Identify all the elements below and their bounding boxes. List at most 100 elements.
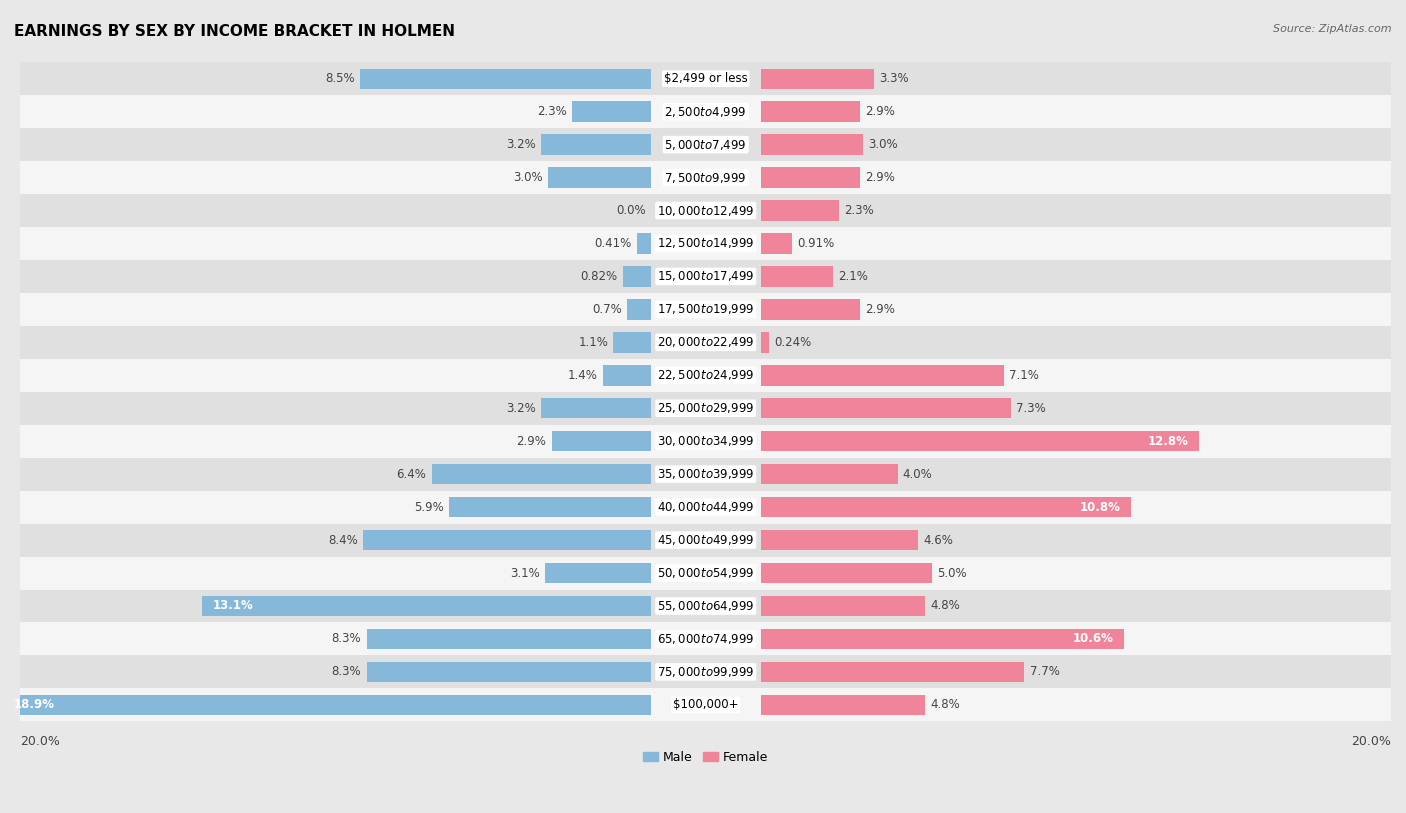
Bar xyxy=(360,68,651,89)
Text: 3.3%: 3.3% xyxy=(879,72,908,85)
Bar xyxy=(761,464,897,485)
Text: 0.41%: 0.41% xyxy=(595,237,631,250)
Bar xyxy=(761,628,1123,649)
Text: $30,000 to $34,999: $30,000 to $34,999 xyxy=(657,434,755,448)
Text: 18.9%: 18.9% xyxy=(14,698,55,711)
Bar xyxy=(21,95,1391,128)
Text: $2,500 to $4,999: $2,500 to $4,999 xyxy=(665,105,747,119)
Bar xyxy=(761,266,832,287)
Text: $45,000 to $49,999: $45,000 to $49,999 xyxy=(657,533,755,547)
Text: 8.3%: 8.3% xyxy=(332,633,361,646)
Text: 6.4%: 6.4% xyxy=(396,467,426,480)
Bar xyxy=(3,694,651,715)
Bar xyxy=(541,398,651,419)
Bar xyxy=(761,365,1004,385)
Bar xyxy=(761,662,1025,682)
Text: EARNINGS BY SEX BY INCOME BRACKET IN HOLMEN: EARNINGS BY SEX BY INCOME BRACKET IN HOL… xyxy=(14,24,456,39)
Text: 3.0%: 3.0% xyxy=(869,138,898,151)
Bar xyxy=(761,596,925,616)
Bar xyxy=(21,260,1391,293)
Bar xyxy=(21,293,1391,326)
Bar xyxy=(21,689,1391,721)
Bar xyxy=(627,299,651,320)
Bar xyxy=(449,497,651,517)
Text: 1.4%: 1.4% xyxy=(568,369,598,382)
Bar xyxy=(21,524,1391,557)
Text: 4.8%: 4.8% xyxy=(931,698,960,711)
Bar xyxy=(21,623,1391,655)
Text: $15,000 to $17,499: $15,000 to $17,499 xyxy=(657,269,755,284)
Bar xyxy=(551,431,651,451)
Text: $40,000 to $44,999: $40,000 to $44,999 xyxy=(657,500,755,514)
Bar xyxy=(367,628,651,649)
Bar xyxy=(21,424,1391,458)
Text: 0.24%: 0.24% xyxy=(773,336,811,349)
Bar xyxy=(761,431,1199,451)
Text: 0.91%: 0.91% xyxy=(797,237,834,250)
Bar xyxy=(541,134,651,154)
Bar xyxy=(603,365,651,385)
Text: 13.1%: 13.1% xyxy=(212,599,253,612)
Bar xyxy=(761,134,863,154)
Bar xyxy=(548,167,651,188)
Text: 2.3%: 2.3% xyxy=(537,105,567,118)
Bar xyxy=(761,299,860,320)
Bar xyxy=(761,563,932,583)
Text: $65,000 to $74,999: $65,000 to $74,999 xyxy=(657,632,755,646)
Text: $10,000 to $12,499: $10,000 to $12,499 xyxy=(657,203,755,218)
Bar xyxy=(363,530,651,550)
Text: $75,000 to $99,999: $75,000 to $99,999 xyxy=(657,665,755,679)
Text: 10.6%: 10.6% xyxy=(1073,633,1114,646)
Text: 20.0%: 20.0% xyxy=(1351,734,1391,747)
Bar xyxy=(761,167,860,188)
Bar xyxy=(761,233,792,254)
Text: 2.1%: 2.1% xyxy=(838,270,868,283)
Text: 2.9%: 2.9% xyxy=(865,171,896,184)
Bar xyxy=(761,694,925,715)
Bar xyxy=(21,326,1391,359)
Text: $100,000+: $100,000+ xyxy=(673,698,738,711)
Bar xyxy=(21,227,1391,260)
Text: $25,000 to $29,999: $25,000 to $29,999 xyxy=(657,402,755,415)
Text: $50,000 to $54,999: $50,000 to $54,999 xyxy=(657,566,755,580)
Text: 7.7%: 7.7% xyxy=(1029,665,1059,678)
Bar xyxy=(21,128,1391,161)
Bar xyxy=(21,557,1391,589)
Text: Source: ZipAtlas.com: Source: ZipAtlas.com xyxy=(1274,24,1392,34)
Bar xyxy=(21,194,1391,227)
Text: $2,499 or less: $2,499 or less xyxy=(664,72,748,85)
Bar xyxy=(21,392,1391,424)
Bar xyxy=(637,233,651,254)
Text: 0.82%: 0.82% xyxy=(581,270,617,283)
Bar xyxy=(432,464,651,485)
Text: 10.8%: 10.8% xyxy=(1080,501,1121,514)
Text: $55,000 to $64,999: $55,000 to $64,999 xyxy=(657,599,755,613)
Text: 0.7%: 0.7% xyxy=(592,303,621,316)
Text: 12.8%: 12.8% xyxy=(1147,435,1189,448)
Text: 2.9%: 2.9% xyxy=(516,435,547,448)
Text: 8.4%: 8.4% xyxy=(328,533,359,546)
Text: 5.0%: 5.0% xyxy=(936,567,967,580)
Legend: Male, Female: Male, Female xyxy=(638,746,773,769)
Bar xyxy=(623,266,651,287)
Text: 7.3%: 7.3% xyxy=(1015,402,1046,415)
Bar xyxy=(761,102,860,122)
Text: 4.0%: 4.0% xyxy=(903,467,932,480)
Bar xyxy=(761,530,918,550)
Text: 3.2%: 3.2% xyxy=(506,402,536,415)
Text: 8.5%: 8.5% xyxy=(325,72,354,85)
Text: 8.3%: 8.3% xyxy=(332,665,361,678)
Text: 2.9%: 2.9% xyxy=(865,303,896,316)
Text: 5.9%: 5.9% xyxy=(413,501,444,514)
Text: 2.9%: 2.9% xyxy=(865,105,896,118)
Text: 20.0%: 20.0% xyxy=(21,734,60,747)
Bar xyxy=(761,398,1011,419)
Bar xyxy=(544,563,651,583)
Bar xyxy=(367,662,651,682)
Bar xyxy=(761,68,873,89)
Bar xyxy=(613,333,651,353)
Text: 3.0%: 3.0% xyxy=(513,171,543,184)
Text: $12,500 to $14,999: $12,500 to $14,999 xyxy=(657,237,755,250)
Text: $17,500 to $19,999: $17,500 to $19,999 xyxy=(657,302,755,316)
Text: $20,000 to $22,499: $20,000 to $22,499 xyxy=(657,335,755,350)
